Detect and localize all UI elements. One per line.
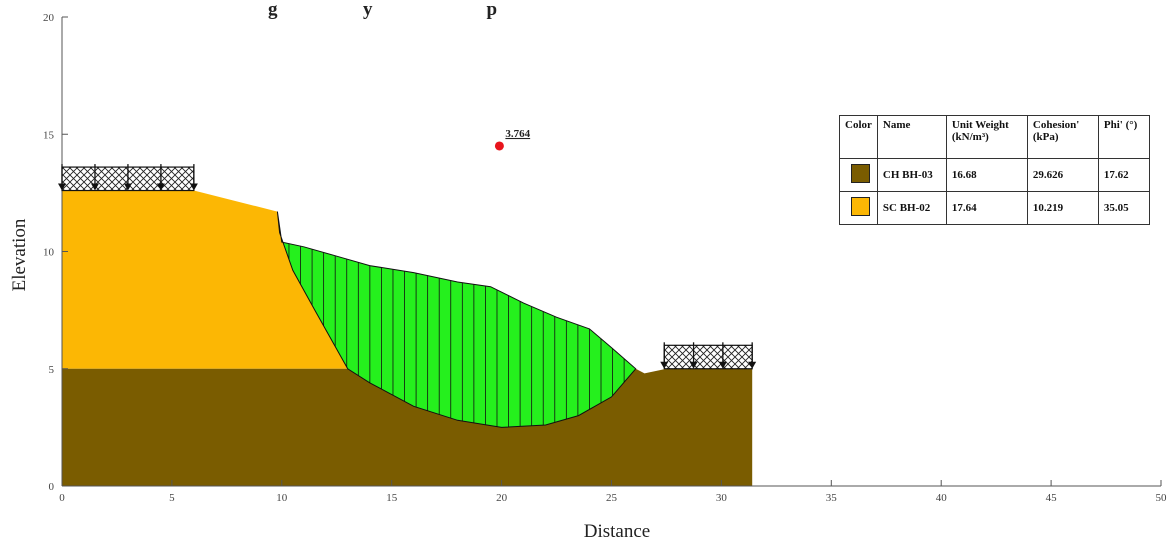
page-heading-fragment: g y p	[268, 0, 497, 20]
load-block	[663, 344, 753, 370]
phi-value: 17.62	[1097, 158, 1150, 192]
load-arrow-head	[660, 361, 669, 369]
y-axis-title: Elevation	[9, 218, 30, 291]
x-tick-label: 15	[386, 492, 398, 504]
load-arrow-head	[189, 183, 198, 191]
distributed-load	[58, 164, 198, 192]
slip-center-point	[494, 141, 504, 151]
unit-weight-value: 16.68	[945, 158, 1028, 192]
color-cell	[839, 191, 878, 225]
y-tick-label: 10	[43, 247, 55, 259]
x-tick-label: 20	[496, 492, 508, 504]
material-name: CH BH-03	[876, 158, 947, 192]
x-tick-label: 30	[716, 492, 728, 504]
header-color: Color	[839, 115, 878, 159]
table-row: CH BH-03 16.68 29.626 17.62	[839, 158, 1150, 192]
layer-ch-bh-03	[62, 368, 753, 486]
x-tick-label: 10	[276, 492, 288, 504]
y-tick-label: 15	[43, 129, 55, 141]
header-unit-weight: Unit Weight (kN/m³)	[945, 115, 1028, 159]
load-arrow-head	[689, 361, 698, 369]
x-tick-label: 50	[1156, 492, 1168, 504]
load-arrow-head	[156, 183, 165, 191]
unit-weight-value: 17.64	[945, 191, 1028, 225]
load-arrow-head	[718, 361, 727, 369]
y-tick-label: 0	[49, 481, 55, 493]
load-arrow-head	[58, 183, 66, 191]
distributed-load	[660, 342, 757, 370]
factor-of-safety-label: 3.764	[505, 128, 530, 140]
x-axis-title: Distance	[584, 521, 650, 542]
phi-value: 35.05	[1097, 191, 1150, 225]
header-phi: Phi' (°)	[1097, 115, 1150, 159]
material-properties-table: Color Name Unit Weight (kN/m³) Cohesion'…	[839, 115, 1150, 225]
x-tick-label: 35	[826, 492, 838, 504]
cohesion-value: 10.219	[1026, 191, 1099, 225]
distributed-loads	[58, 164, 757, 370]
layer-sc-bh-02	[62, 190, 348, 369]
color-cell	[839, 158, 878, 192]
y-tick-label: 20	[43, 12, 55, 24]
x-tick-label: 0	[59, 492, 65, 504]
x-tick-label: 40	[936, 492, 948, 504]
material-name: SC BH-02	[876, 191, 947, 225]
x-tick-label: 25	[606, 492, 618, 504]
y-tick-label: 5	[49, 364, 55, 376]
load-arrow-head	[748, 361, 757, 369]
axes: 0 5 10 15 20 25 30 35 40 45 50 0 5 10 15 20	[43, 12, 1167, 504]
header-name: Name	[876, 115, 947, 159]
header-cohesion: Cohesion' (kPa)	[1026, 115, 1099, 159]
load-arrow-head	[90, 183, 99, 191]
color-swatch	[851, 197, 870, 216]
color-swatch	[851, 164, 870, 183]
soil-layers	[62, 190, 753, 486]
x-tick-label: 45	[1046, 492, 1058, 504]
table-header-row: Color Name Unit Weight (kN/m³) Cohesion'…	[839, 115, 1150, 159]
table-row: SC BH-02 17.64 10.219 35.05	[839, 191, 1150, 225]
x-tick-label: 5	[169, 492, 175, 504]
cohesion-value: 29.626	[1026, 158, 1099, 192]
load-arrow-head	[123, 183, 132, 191]
